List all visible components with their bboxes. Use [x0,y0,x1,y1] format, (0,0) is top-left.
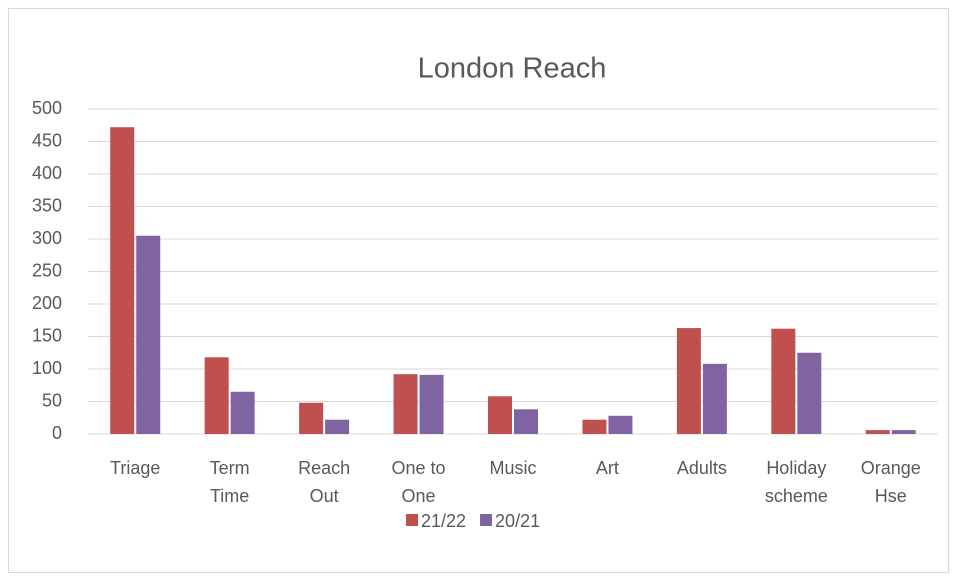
x-tick-label: Adults [677,458,727,478]
legend-label: 20/21 [495,511,540,531]
bar [891,430,916,434]
legend-label: 21/22 [421,511,466,531]
x-tick-label: Holiday scheme [765,458,828,506]
legend-swatch [480,514,493,526]
y-tick-label: 500 [32,98,62,118]
bar [771,328,796,434]
bar [110,127,135,434]
bar [608,415,633,434]
y-tick-label: 450 [32,130,62,150]
y-tick-label: 350 [32,195,62,215]
x-tick-label: Triage [110,458,160,478]
bar [299,402,324,434]
bar [393,374,418,434]
y-tick-label: 200 [32,293,62,313]
x-tick-label: Term Time [210,458,250,506]
bar [230,391,255,434]
bar [204,357,229,434]
x-tick-label: Orange Hse [861,458,921,506]
bar [136,235,161,434]
bar [797,352,822,434]
y-tick-label: 250 [32,260,62,280]
bar [419,374,444,434]
x-tick-label: One to One [392,458,446,506]
bar [488,396,512,434]
y-tick-label: 300 [32,228,62,248]
x-tick-label: Art [596,458,619,478]
x-tick-label: Reach Out [298,458,350,506]
y-tick-label: 400 [32,163,62,183]
legend-swatch [406,514,418,526]
y-tick-label: 100 [32,358,62,378]
x-tick-label: Music [489,458,536,478]
bar [702,363,727,434]
y-tick-label: 150 [32,325,62,345]
chart-title: London Reach [418,53,607,85]
bar [325,419,350,434]
bar [514,409,538,434]
chart-frame [8,8,949,573]
bar [582,419,607,434]
bar [676,328,701,434]
bar [865,430,890,434]
y-tick-label: 50 [42,390,62,410]
y-tick-label: 0 [52,423,62,443]
